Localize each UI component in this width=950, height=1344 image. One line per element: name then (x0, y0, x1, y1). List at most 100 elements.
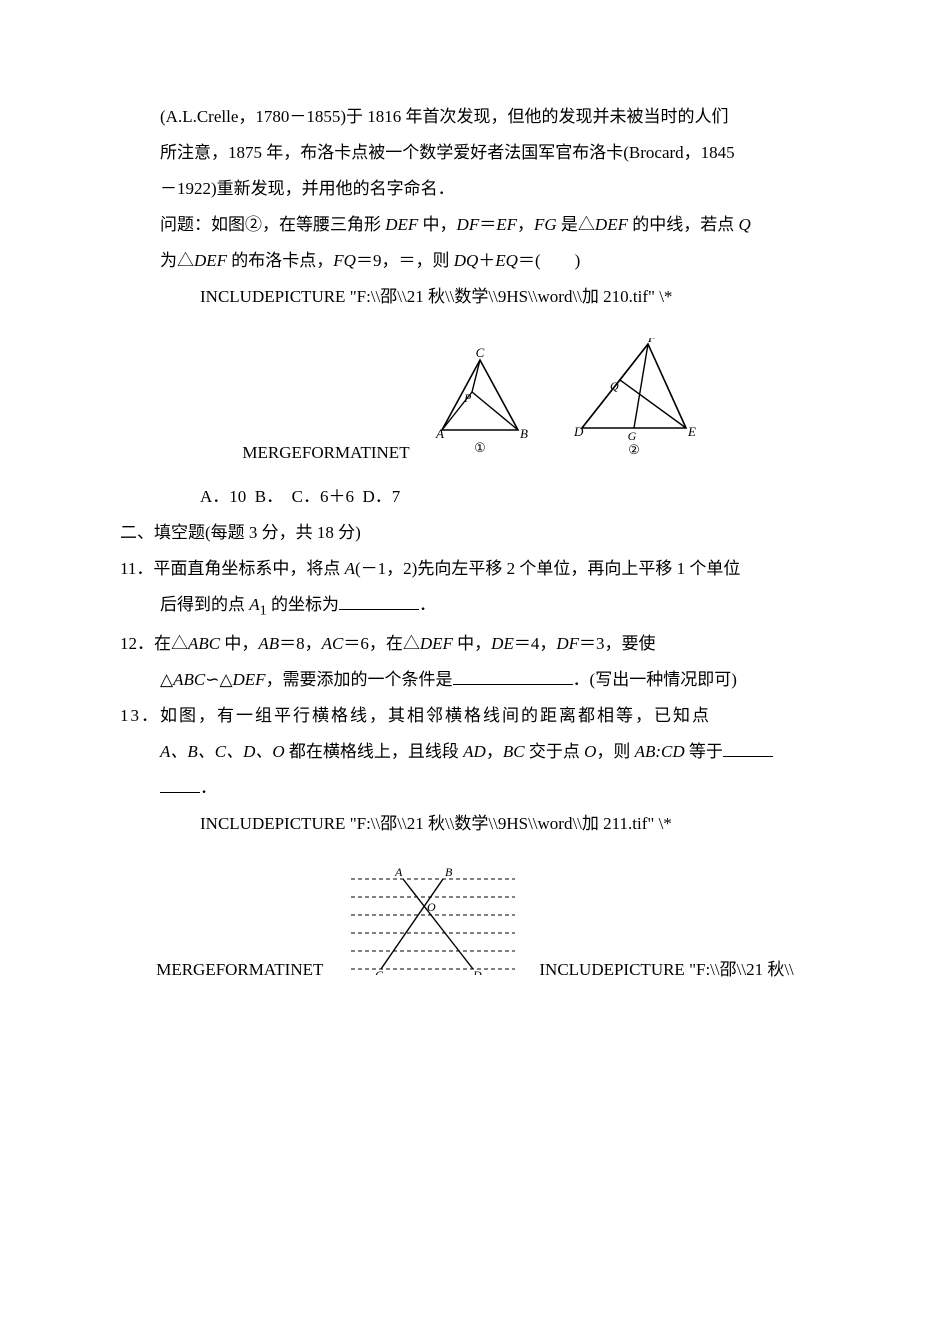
parallel-lines-diagram: A B C D O (343, 865, 523, 987)
txt: 12．在△ (120, 634, 188, 653)
svg-text:D: D (573, 424, 584, 439)
svg-text:②: ② (628, 442, 640, 457)
var-O: O (584, 742, 596, 761)
txt: 都在横格线上，且线段 (285, 742, 464, 761)
txt: ， (486, 742, 503, 761)
var-DF: DF (457, 215, 480, 234)
var-DEF2: DEF (233, 670, 266, 689)
txt: 中， (418, 215, 456, 234)
q13-line1: 13．如图，有一组平行横格线，其相邻横格线间的距离都相等，已知点 (120, 699, 830, 733)
txt: 等于 (685, 742, 723, 761)
blank-q11 (339, 591, 419, 610)
var-AC: AC (322, 634, 344, 653)
paragraph-question-line2: 为△DEF 的布洛卡点，FQ＝9，＝，则 DQ＋EQ＝( ) (120, 244, 830, 278)
triangle-2-svg: F D E G Q ② (568, 338, 708, 470)
mergeformat-label-2: MERGEFORMATINET (156, 953, 323, 987)
txt: 交于点 (525, 742, 585, 761)
blank-q12 (453, 666, 573, 685)
triangle-1-svg: C A B P ① (430, 348, 540, 470)
txt: ＝9，＝，则 (356, 251, 454, 270)
q11-line1: 11．平面直角坐标系中，将点 A(－1，2)先向左平移 2 个单位，再向上平移 … (120, 552, 830, 586)
var-DF: DF (556, 634, 579, 653)
paragraph-line2: 所注意，1875 年，布洛卡点被一个数学爱好者法国军官布洛卡(Brocard，1… (120, 136, 830, 170)
txt: 11．平面直角坐标系中，将点 (120, 559, 345, 578)
txt: ， (517, 215, 534, 234)
txt: ＝4， (514, 634, 557, 653)
choice-c: C．6＋6 (292, 487, 354, 506)
sub-1: 1 (260, 602, 267, 618)
var-AB: AB (258, 634, 279, 653)
txt: 中， (453, 634, 491, 653)
txt: ＝8， (279, 634, 322, 653)
answer-choices: A．10 B． C．6＋6 D．7 (120, 480, 830, 514)
mergeformat-label-1: MERGEFORMATINET (242, 436, 409, 470)
blank-q13b (160, 774, 200, 793)
txt: 的中线，若点 (628, 215, 739, 234)
includepicture-field-1: INCLUDEPICTURE "F:\\邵\\21 秋\\数学\\9HS\\wo… (120, 280, 830, 314)
var-DEF3: DEF (194, 251, 227, 270)
var-DQ: DQ (454, 251, 479, 270)
blank-q13a (723, 738, 773, 757)
svg-text:O: O (427, 900, 436, 914)
svg-text:B: B (445, 865, 453, 879)
var-EQ: EQ (495, 251, 518, 270)
paragraph-line3: －1922)重新发现，并用他的名字命名． (120, 172, 830, 206)
svg-text:C: C (475, 348, 484, 360)
txt: ，则 (596, 742, 634, 761)
var-ABCD: AB:CD (635, 742, 685, 761)
var-DEF: DEF (420, 634, 453, 653)
q12-line2: △ABC∽△DEF，需要添加的一个条件是．(写出一种情况即可) (120, 663, 830, 697)
page-root: (A.L.Crelle，1780－1855)于 1816 年首次发现，但他的发现… (0, 0, 950, 1087)
txt: 是△ (557, 215, 595, 234)
var-FG: FG (534, 215, 557, 234)
var-ABC2: ABC (173, 670, 205, 689)
svg-text:A: A (394, 865, 403, 879)
svg-text:G: G (627, 429, 636, 443)
paragraph-line1: (A.L.Crelle，1780－1855)于 1816 年首次发现，但他的发现… (120, 100, 830, 134)
txt: 的布洛卡点， (227, 251, 333, 270)
choice-a: A．10 (200, 487, 246, 506)
var-DE: DE (491, 634, 514, 653)
svg-text:F: F (647, 338, 657, 345)
includepicture-field-2: INCLUDEPICTURE "F:\\邵\\21 秋\\数学\\9HS\\wo… (120, 807, 830, 841)
var-ABC: ABC (188, 634, 220, 653)
var-EF: EF (496, 215, 517, 234)
svg-text:Q: Q (610, 379, 619, 393)
q11-line2: 后得到的点 A1 的坐标为． (120, 588, 830, 625)
svg-text:A: A (435, 426, 444, 441)
sim: ∽ (205, 670, 219, 689)
var-Q: Q (738, 215, 750, 234)
txt: ． (200, 778, 217, 797)
var-A1: A (249, 595, 259, 614)
svg-text:B: B (520, 426, 528, 441)
var-DEF: DEF (385, 215, 418, 234)
txt: ＝3，要使 (579, 634, 656, 653)
txt: △ (219, 670, 232, 689)
txt: 问题：如图②，在等腰三角形 (160, 215, 385, 234)
choice-d: D．7 (362, 487, 400, 506)
txt: ． (419, 595, 436, 614)
svg-text:P: P (463, 391, 472, 405)
includepicture-field-3: INCLUDEPICTURE "F:\\邵\\21 秋\\ (539, 953, 793, 987)
txt: 为△ (160, 251, 194, 270)
txt: ＝( ) (518, 251, 580, 270)
var-A: A (345, 559, 355, 578)
svg-text:D: D (472, 968, 482, 975)
q12-line1: 12．在△ABC 中，AB＝8，AC＝6，在△DEF 中，DE＝4，DF＝3，要… (120, 627, 830, 661)
txt: (－1，2)先向左平移 2 个单位，再向上平移 1 个单位 (355, 559, 740, 578)
txt: ＝6，在△ (343, 634, 420, 653)
choice-b: B． (255, 487, 283, 506)
txt: 中， (220, 634, 258, 653)
paragraph-question-line1: 问题：如图②，在等腰三角形 DEF 中，DF＝EF，FG 是△DEF 的中线，若… (120, 208, 830, 242)
txt: 的坐标为 (267, 595, 339, 614)
svg-text:E: E (687, 424, 696, 439)
figure-1-row: MERGEFORMATINET C A B P ① F (120, 338, 830, 470)
var-BC: BC (503, 742, 525, 761)
svg-text:①: ① (474, 440, 486, 455)
var-FQ: FQ (333, 251, 356, 270)
figure-2-row: MERGEFORMATINET A B C D O INCL (120, 865, 830, 987)
txt: ，需要添加的一个条件是 (266, 670, 453, 689)
txt: ．(写出一种情况即可) (573, 670, 737, 689)
var-DEF2: DEF (595, 215, 628, 234)
var-AD: AD (463, 742, 486, 761)
